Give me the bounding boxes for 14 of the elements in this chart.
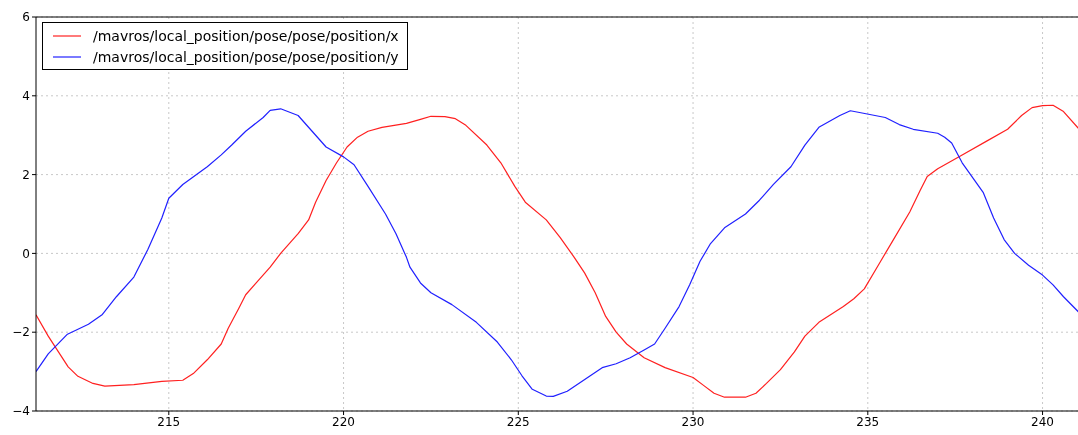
y-tick-label: 0	[22, 246, 30, 261]
legend-label: /mavros/local_position/pose/pose/position/y	[93, 48, 399, 65]
y-tick-label: 4	[22, 89, 30, 104]
y-tick-label: 6	[22, 10, 30, 25]
y-tick-label: −4	[12, 404, 30, 419]
x-tick-label: 230	[681, 414, 705, 429]
y-tick-label: −2	[12, 325, 30, 340]
x-tick-label: 235	[856, 414, 880, 429]
legend-label: /mavros/local_position/pose/pose/position/x	[93, 27, 399, 44]
x-tick-label: 220	[332, 414, 356, 429]
x-tick-label: 240	[1031, 414, 1055, 429]
x-tick-label: 215	[157, 414, 181, 429]
y-tick-label: 2	[22, 167, 30, 182]
x-tick-label: 225	[506, 414, 530, 429]
